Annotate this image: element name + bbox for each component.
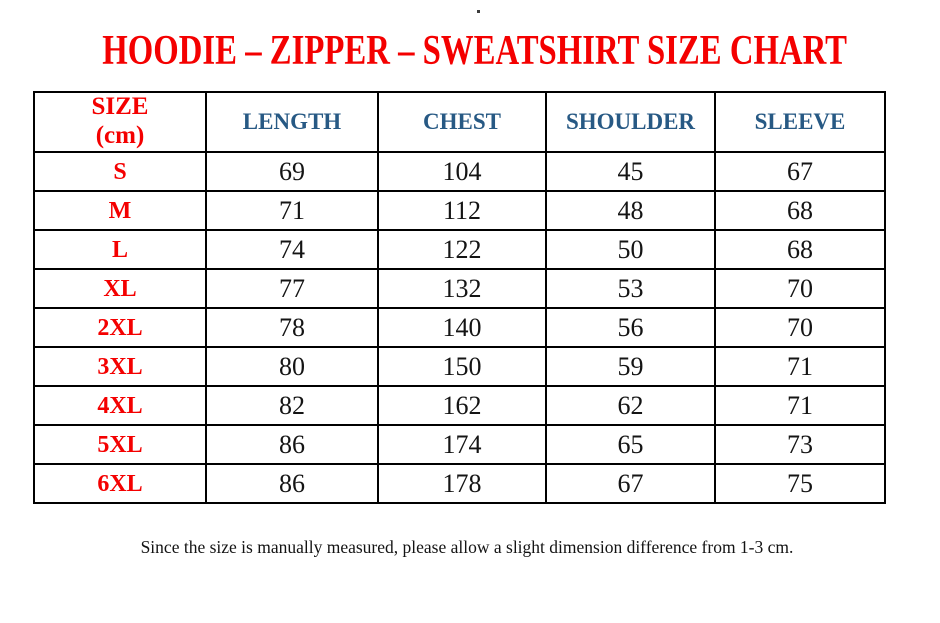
table-row: 4XL 82 162 62 71 [33,385,886,426]
length-value-cell: 78 [205,307,379,348]
column-header-chest: CHEST [377,91,547,153]
shoulder-value-cell: 56 [545,307,716,348]
column-header-shoulder: SHOULDER [545,91,716,153]
size-label-cell: M [33,190,207,231]
stray-dot [477,10,480,13]
sleeve-value-cell: 75 [714,463,886,504]
table-row: 6XL 86 178 67 75 [33,463,886,504]
chest-value-cell: 112 [377,190,547,231]
length-value-cell: 86 [205,424,379,465]
chest-value-cell: 140 [377,307,547,348]
shoulder-value-cell: 50 [545,229,716,270]
shoulder-value-cell: 62 [545,385,716,426]
sleeve-value-cell: 70 [714,268,886,309]
sleeve-value-cell: 67 [714,151,886,192]
sleeve-value-cell: 71 [714,346,886,387]
column-header-sleeve: SLEEVE [714,91,886,153]
table-row: S 69 104 45 67 [33,151,886,192]
shoulder-value-cell: 65 [545,424,716,465]
size-label-cell: XL [33,268,207,309]
size-label-cell: L [33,229,207,270]
table-row: M 71 112 48 68 [33,190,886,231]
chest-value-cell: 174 [377,424,547,465]
shoulder-value-cell: 45 [545,151,716,192]
shoulder-value-cell: 53 [545,268,716,309]
header-row: SIZE (cm) LENGTH CHEST SHOULDER SLEEVE [33,91,886,153]
length-value-cell: 71 [205,190,379,231]
length-value-cell: 86 [205,463,379,504]
sleeve-value-cell: 73 [714,424,886,465]
sleeve-value-cell: 71 [714,385,886,426]
length-value-cell: 82 [205,385,379,426]
length-value-cell: 80 [205,346,379,387]
sleeve-value-cell: 68 [714,190,886,231]
size-label-cell: 4XL [33,385,207,426]
table-row: 5XL 86 174 65 73 [33,424,886,465]
size-label-cell: 2XL [33,307,207,348]
table-row: 3XL 80 150 59 71 [33,346,886,387]
length-value-cell: 69 [205,151,379,192]
length-value-cell: 74 [205,229,379,270]
page-title: HOODIE – ZIPPER – SWEATSHIRT SIZE CHART [102,28,847,74]
column-header-length: LENGTH [205,91,379,153]
table-row: 2XL 78 140 56 70 [33,307,886,348]
sleeve-value-cell: 70 [714,307,886,348]
size-label-cell: S [33,151,207,192]
length-value-cell: 77 [205,268,379,309]
measurement-footnote: Since the size is manually measured, ple… [140,537,794,557]
table-row: XL 77 132 53 70 [33,268,886,309]
size-label-cell: 5XL [33,424,207,465]
shoulder-value-cell: 67 [545,463,716,504]
shoulder-value-cell: 48 [545,190,716,231]
chest-value-cell: 178 [377,463,547,504]
sleeve-value-cell: 68 [714,229,886,270]
size-chart-table: SIZE (cm) LENGTH CHEST SHOULDER SLEEVE S… [33,91,886,504]
chest-value-cell: 122 [377,229,547,270]
shoulder-value-cell: 59 [545,346,716,387]
size-label-cell: 3XL [33,346,207,387]
chest-value-cell: 104 [377,151,547,192]
table-row: L 74 122 50 68 [33,229,886,270]
size-label-cell: 6XL [33,463,207,504]
chest-value-cell: 150 [377,346,547,387]
column-header-size: SIZE (cm) [33,91,207,153]
size-table-body: S 69 104 45 67 M 71 112 48 68 L 74 122 50 68 XL 77 132 53 7… [33,151,886,504]
size-table-header: SIZE (cm) LENGTH CHEST SHOULDER SLEEVE [33,91,886,153]
chest-value-cell: 162 [377,385,547,426]
chest-value-cell: 132 [377,268,547,309]
